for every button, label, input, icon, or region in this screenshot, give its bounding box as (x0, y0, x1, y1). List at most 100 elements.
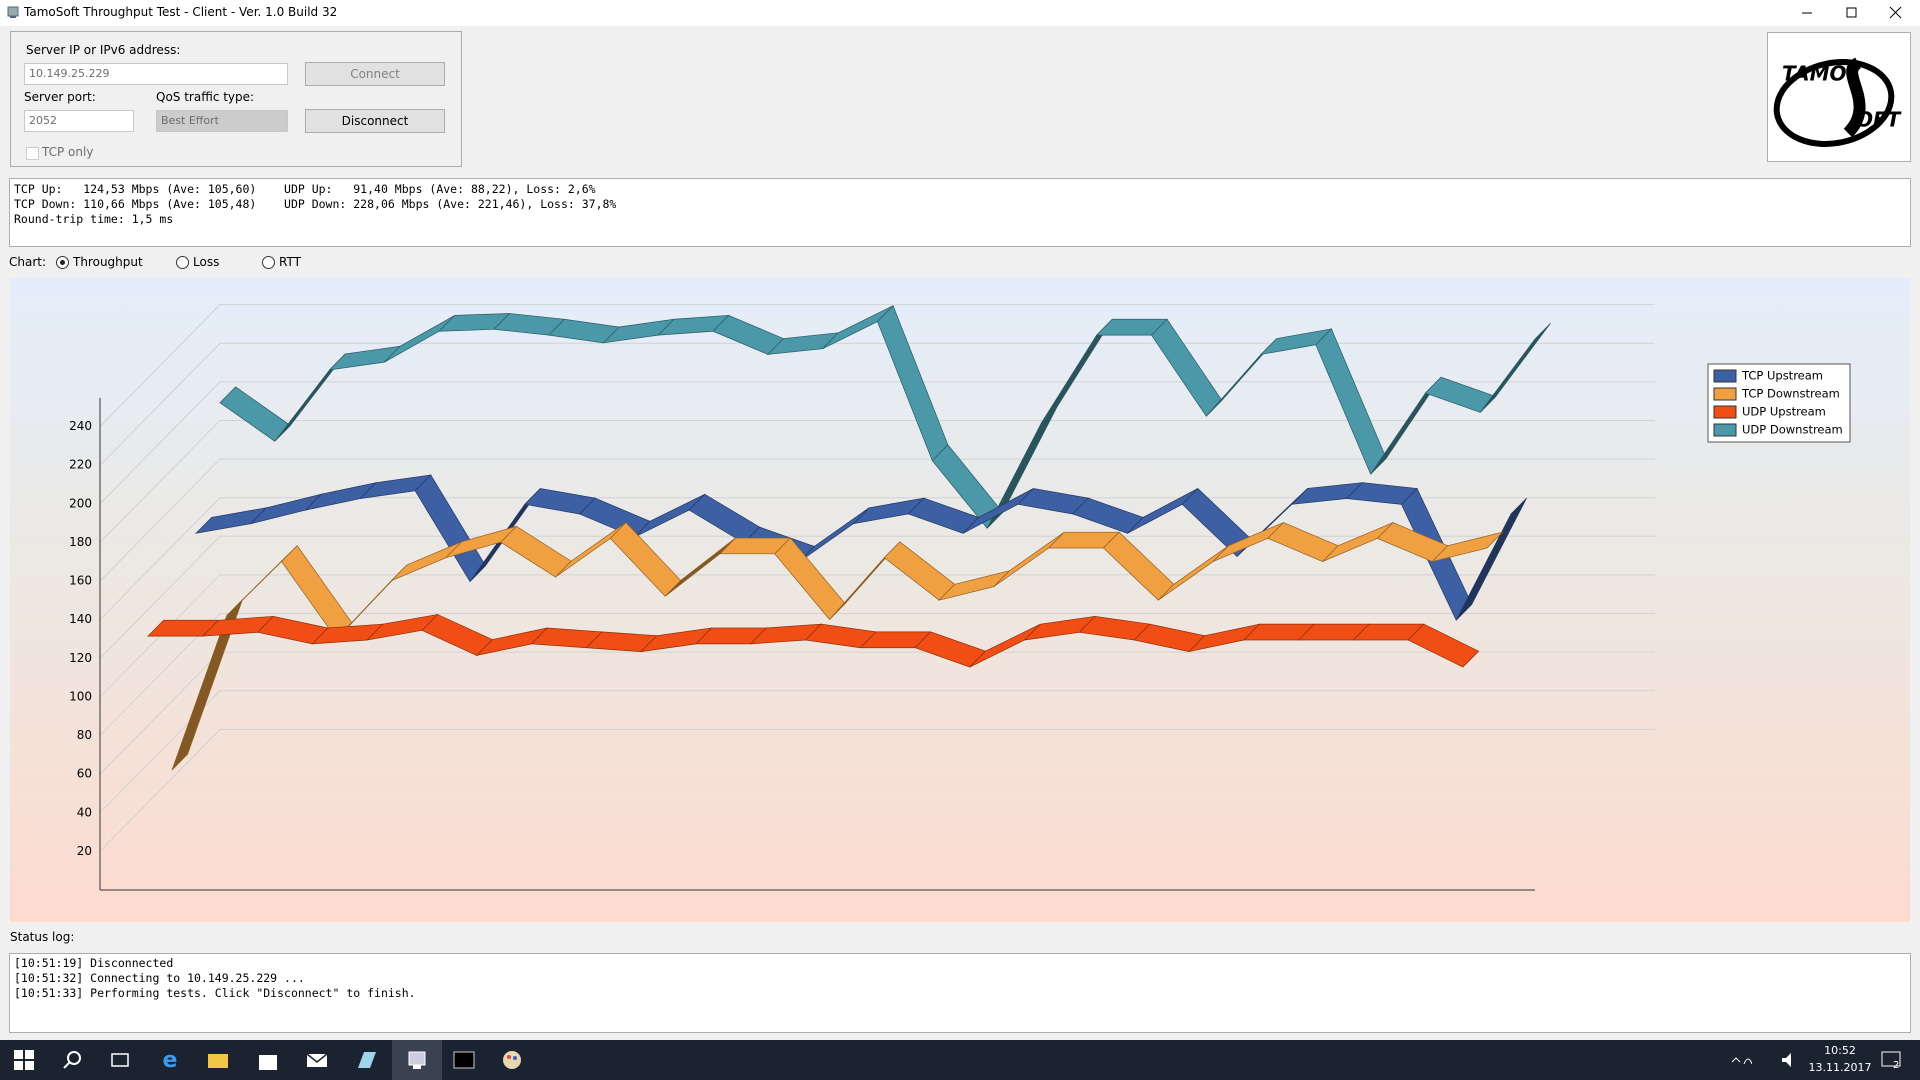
chart-selector-label: Chart: (9, 255, 47, 269)
active-app[interactable] (392, 1040, 442, 1080)
restore[interactable] (1846, 7, 1857, 18)
log-line: [10:51:19] Disconnected (14, 956, 174, 970)
window-controls[interactable] (1780, 0, 1920, 26)
stats-line: Round-trip time: 1,5 ms (14, 212, 174, 226)
series-ribbon (147, 613, 1480, 668)
stats-line: TCP Down: 110,66 Mbps (Ave: 105,48) UDP … (14, 197, 617, 211)
log-line: [10:51:33] Performing tests. Click "Disc… (14, 986, 416, 1000)
ribbon-segment (1407, 623, 1480, 668)
tcp-only-checkbox[interactable] (26, 147, 39, 160)
app-icon (7, 6, 19, 18)
grid-line (99, 304, 221, 427)
y-tick-label: 200 (69, 496, 92, 510)
stats-text: TCP Up: 124,53 Mbps (Ave: 105,60) UDP Up… (14, 182, 616, 227)
y-tick-label: 20 (77, 844, 92, 858)
y-tick-label: 220 (69, 458, 92, 472)
y-tick-label: 180 (69, 535, 92, 549)
legend-swatch (1713, 423, 1737, 437)
store-icon[interactable] (256, 1048, 280, 1072)
close-x (1889, 6, 1902, 19)
chart: 20 40 60 80 100 120 140 160 180 200 220 240 TCP Upst… (10, 278, 1910, 922)
ribbon-segment (1455, 497, 1527, 621)
y-tick-label: 120 (69, 651, 92, 665)
console-icon[interactable] (452, 1048, 476, 1072)
task-view[interactable] (108, 1048, 132, 1072)
radio-label: RTT (279, 255, 301, 269)
series-ribbon (171, 522, 1504, 771)
legend-swatch (1713, 369, 1737, 383)
chart-background (10, 278, 1910, 922)
ribbon-segment (1431, 531, 1504, 563)
edge-icon[interactable]: e (158, 1048, 182, 1072)
clock-time[interactable]: 10:52 (1824, 1044, 1856, 1057)
svg-text:e: e (163, 1048, 178, 1072)
grid-line (99, 458, 221, 582)
search-button[interactable] (60, 1048, 84, 1072)
clock-date[interactable]: 13.11.2017 (1808, 1061, 1872, 1074)
throughput-icon (408, 1051, 426, 1069)
legend-label: TCP Upstream (1741, 369, 1823, 383)
start-button[interactable] (12, 1048, 36, 1072)
window-title: TamoSoft Throughput Test - Client - Ver.… (24, 5, 338, 19)
paint-icon[interactable] (500, 1048, 524, 1072)
legend-label: UDP Downstream (1742, 423, 1843, 437)
grid-line (99, 535, 221, 659)
explorer-icon[interactable] (206, 1048, 230, 1072)
volume-icon[interactable] (1778, 1048, 1802, 1072)
y-tick-label: 160 (69, 574, 92, 588)
qos-label: QoS traffic type: (156, 90, 255, 104)
connect-button[interactable]: Connect (305, 62, 445, 86)
series-ribbon (219, 305, 1551, 529)
legend-swatch (1713, 405, 1737, 419)
grid-line (99, 420, 221, 543)
app-icon-1[interactable] (354, 1048, 378, 1072)
disconnect-button[interactable]: Disconnect (305, 109, 445, 133)
grid-line (99, 342, 221, 466)
y-tick-label: 60 (77, 767, 92, 781)
taskbar: e 10:52 13.11.2017 2 (0, 1040, 1920, 1080)
y-tick-label: 40 (77, 805, 92, 819)
y-tick-label: 100 (69, 689, 92, 703)
legend-label: UDP Upstream (1742, 405, 1826, 419)
chart-selector: Throughput Loss RTT (56, 255, 456, 271)
port-input[interactable]: 2052 (24, 110, 134, 132)
radio-button[interactable] (176, 256, 189, 269)
radio-button[interactable] (56, 256, 69, 269)
stats-box: TCP Up: 124,53 Mbps (Ave: 105,60) UDP Up… (9, 178, 1911, 247)
y-tick-label: 80 (77, 728, 92, 742)
connection-panel: Server IP or IPv6 address: 10.149.25.229… (10, 31, 462, 167)
status-label: Status log: (10, 930, 75, 944)
logo-art: TAMO OFT (1773, 57, 1902, 147)
radio-label: Loss (193, 255, 220, 269)
grid-line (99, 651, 221, 775)
server-input[interactable]: 10.149.25.229 (24, 63, 288, 85)
legend-label: TCP Downstream (1741, 387, 1840, 401)
logo-right: OFT (1856, 108, 1902, 132)
mail-icon[interactable] (305, 1048, 329, 1072)
grid-line (99, 497, 221, 621)
grid-line (99, 381, 221, 505)
port-label: Server port: (24, 90, 96, 104)
qos-select[interactable]: Best Effort (156, 110, 288, 132)
status-log: [10:51:19] Disconnected [10:51:32] Connec… (9, 953, 1911, 1033)
logo-left: TAMO (1782, 62, 1846, 86)
tray-icons[interactable] (1728, 1048, 1752, 1072)
server-label: Server IP or IPv6 address: (26, 43, 181, 57)
legend-swatch (1713, 387, 1737, 401)
stats-line: TCP Up: 124,53 Mbps (Ave: 105,60) UDP Up… (14, 182, 596, 196)
grid-line (99, 729, 221, 852)
notifications-icon[interactable] (1880, 1048, 1904, 1072)
notification-count: 2 (1893, 1060, 1900, 1071)
title-bar: TamoSoft Throughput Test - Client - Ver.… (0, 0, 1920, 26)
radio-label: Throughput (73, 255, 143, 269)
radio-dot (60, 260, 65, 265)
log-line: [10:51:32] Connecting to 10.149.25.229 .… (14, 971, 305, 985)
status-log-text: [10:51:19] Disconnected [10:51:32] Connec… (14, 956, 416, 1001)
radio-button[interactable] (262, 256, 275, 269)
y-tick-label: 240 (69, 419, 92, 433)
ribbon-segment (1479, 322, 1551, 413)
logo: TAMO OFT (1767, 32, 1911, 162)
y-tick-label: 140 (69, 612, 92, 626)
